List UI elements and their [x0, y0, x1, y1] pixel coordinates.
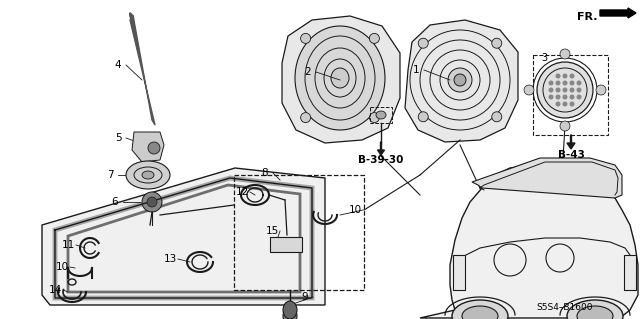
Ellipse shape [376, 111, 386, 119]
Ellipse shape [548, 87, 554, 93]
Text: 4: 4 [115, 60, 122, 70]
Ellipse shape [295, 26, 385, 130]
Text: 12: 12 [236, 187, 248, 197]
Bar [234, 175, 364, 290]
FancyArrow shape [600, 8, 636, 18]
Text: FR.: FR. [577, 12, 597, 22]
Ellipse shape [418, 112, 428, 122]
Text: B-39-30: B-39-30 [358, 155, 404, 165]
Ellipse shape [556, 73, 561, 78]
Text: S5S4–B1600: S5S4–B1600 [537, 303, 593, 313]
Ellipse shape [563, 73, 568, 78]
Text: 15: 15 [266, 226, 278, 236]
Ellipse shape [596, 85, 606, 95]
Ellipse shape [556, 80, 561, 85]
FancyArrow shape [567, 135, 575, 149]
Ellipse shape [563, 87, 568, 93]
Ellipse shape [301, 113, 310, 122]
Ellipse shape [418, 38, 428, 48]
Ellipse shape [148, 142, 160, 154]
Ellipse shape [462, 306, 498, 319]
Bar [270, 237, 302, 252]
Polygon shape [130, 15, 155, 125]
Ellipse shape [556, 101, 561, 107]
Ellipse shape [452, 300, 508, 319]
Text: 9: 9 [301, 292, 308, 302]
Text: 13: 13 [163, 254, 177, 264]
Bar [624, 255, 636, 290]
Polygon shape [42, 168, 325, 305]
Text: 3: 3 [541, 53, 547, 63]
Ellipse shape [577, 94, 582, 100]
Text: 5: 5 [115, 133, 122, 143]
Ellipse shape [524, 85, 534, 95]
Text: 1: 1 [413, 65, 419, 75]
Ellipse shape [560, 49, 570, 59]
Ellipse shape [577, 87, 582, 93]
Ellipse shape [556, 87, 561, 93]
Ellipse shape [301, 33, 310, 43]
Ellipse shape [548, 94, 554, 100]
Ellipse shape [129, 12, 134, 22]
Ellipse shape [492, 112, 502, 122]
Ellipse shape [577, 80, 582, 85]
Ellipse shape [548, 80, 554, 85]
Ellipse shape [577, 306, 613, 319]
Ellipse shape [147, 197, 157, 207]
Polygon shape [132, 132, 164, 162]
Ellipse shape [369, 33, 380, 43]
Text: 10: 10 [56, 262, 68, 272]
Ellipse shape [556, 94, 561, 100]
Ellipse shape [570, 87, 575, 93]
Text: 7: 7 [107, 170, 113, 180]
Text: B-43: B-43 [557, 150, 584, 160]
Text: 14: 14 [49, 285, 61, 295]
Polygon shape [405, 20, 518, 142]
FancyArrow shape [378, 142, 385, 155]
Ellipse shape [563, 101, 568, 107]
Ellipse shape [448, 68, 472, 92]
Ellipse shape [563, 94, 568, 100]
Text: 10: 10 [348, 205, 362, 215]
Ellipse shape [454, 74, 466, 86]
Ellipse shape [492, 38, 502, 48]
Bar [533, 55, 608, 135]
Ellipse shape [142, 192, 162, 212]
Ellipse shape [283, 308, 297, 319]
Text: 11: 11 [61, 240, 75, 250]
Ellipse shape [283, 301, 297, 319]
Ellipse shape [563, 80, 568, 85]
Ellipse shape [369, 113, 380, 122]
Ellipse shape [537, 62, 593, 118]
Polygon shape [282, 16, 400, 143]
Polygon shape [472, 158, 622, 198]
Text: 8: 8 [262, 168, 268, 178]
Bar [370, 107, 392, 123]
Ellipse shape [126, 161, 170, 189]
Ellipse shape [567, 300, 623, 319]
Ellipse shape [560, 121, 570, 131]
Polygon shape [420, 165, 638, 318]
Ellipse shape [570, 73, 575, 78]
Ellipse shape [331, 68, 349, 88]
Bar [453, 255, 465, 290]
Ellipse shape [570, 101, 575, 107]
Text: 6: 6 [112, 197, 118, 207]
Text: 2: 2 [305, 67, 311, 77]
Ellipse shape [570, 94, 575, 100]
Ellipse shape [570, 80, 575, 85]
Ellipse shape [142, 171, 154, 179]
